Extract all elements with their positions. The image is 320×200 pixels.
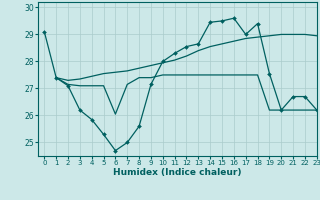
- X-axis label: Humidex (Indice chaleur): Humidex (Indice chaleur): [113, 168, 242, 177]
